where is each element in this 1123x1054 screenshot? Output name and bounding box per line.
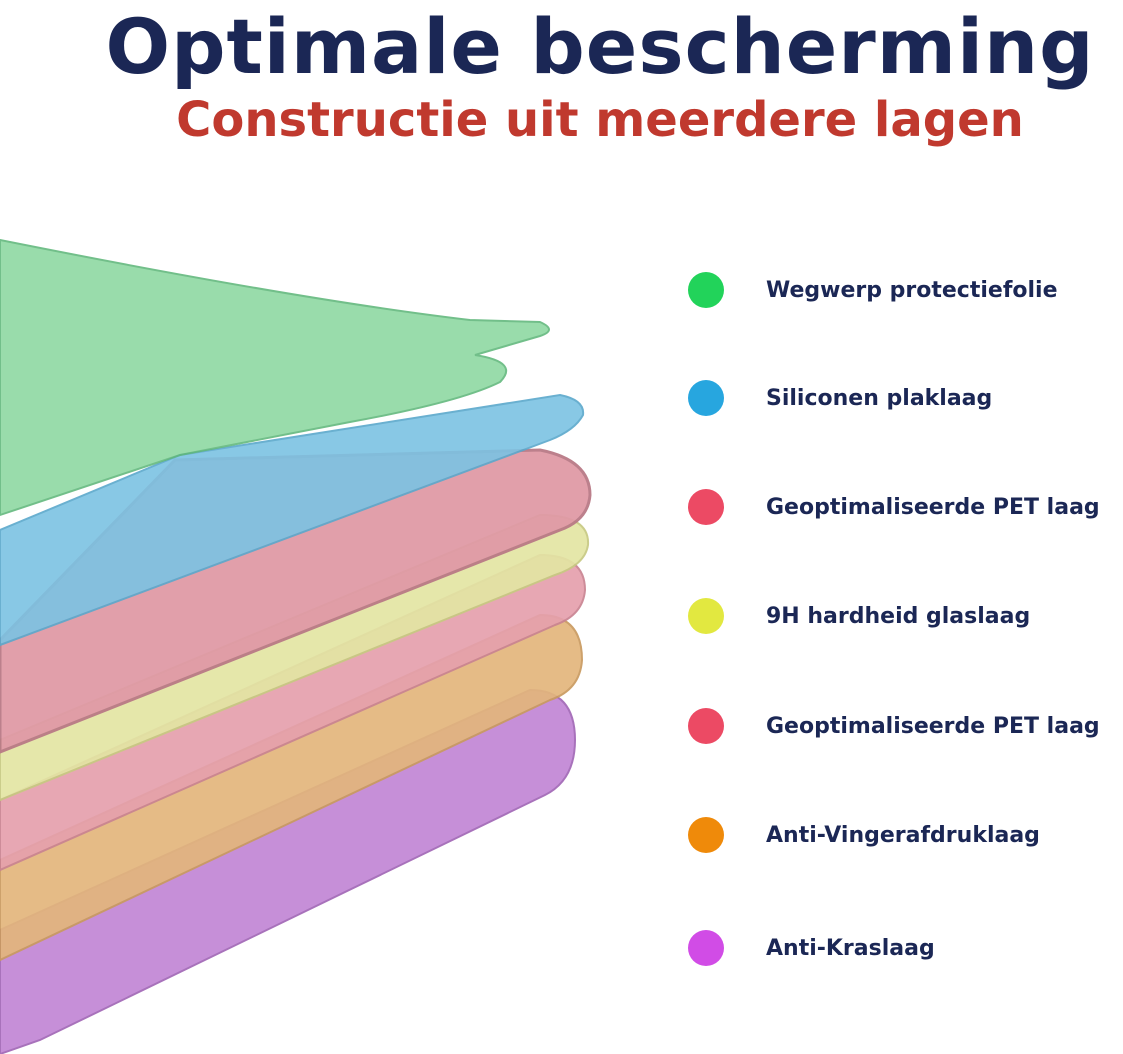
- legend-label: Geoptimaliseerde PET laag: [766, 713, 1100, 739]
- legend-dot-icon: [688, 380, 724, 416]
- legend-label: Wegwerp protectiefolie: [766, 277, 1058, 303]
- layer-silicone: [0, 393, 585, 647]
- layer-disposable-film: [0, 238, 550, 517]
- legend-label: Siliconen plaklaag: [766, 385, 993, 411]
- legend-dot-icon: [688, 817, 724, 853]
- page-title: Optimale bescherming: [105, 2, 1095, 91]
- legend-label: 9H hardheid glaslaag: [766, 603, 1031, 629]
- legend-label: Anti-Vingerafdruklaag: [766, 822, 1040, 848]
- legend-item: 9H hardheid glaslaag: [688, 596, 1030, 636]
- legend-item: Wegwerp protectiefolie: [688, 270, 1058, 310]
- legend-dot-icon: [688, 489, 724, 525]
- legend-dot-icon: [688, 708, 724, 744]
- legend-label: Anti-Kraslaag: [766, 935, 935, 961]
- legend-item: Geoptimaliseerde PET laag: [688, 706, 1100, 746]
- legend-item: Anti-Vingerafdruklaag: [688, 815, 1040, 855]
- legend-dot-icon: [688, 930, 724, 966]
- page-subtitle: Constructie uit meerdere lagen: [176, 92, 1024, 148]
- legend-item: Anti-Kraslaag: [688, 928, 935, 968]
- legend-item: Siliconen plaklaag: [688, 378, 992, 418]
- legend-label: Geoptimaliseerde PET laag: [766, 494, 1100, 520]
- legend-dot-icon: [688, 598, 724, 634]
- legend-dot-icon: [688, 272, 724, 308]
- legend-item: Geoptimaliseerde PET laag: [688, 487, 1100, 527]
